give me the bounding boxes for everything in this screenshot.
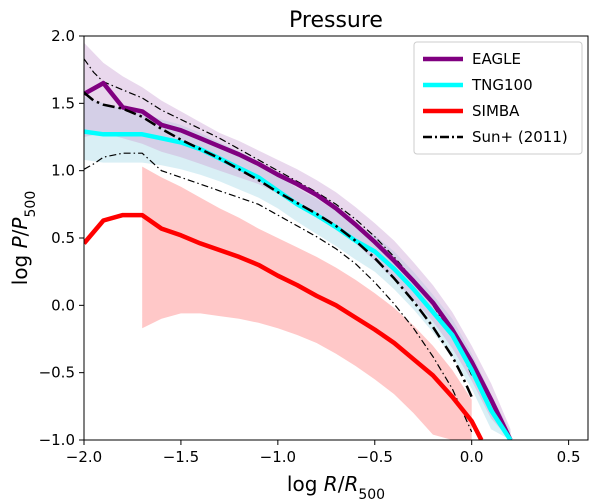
axis-label-part: P	[8, 217, 32, 230]
legend-box	[413, 41, 583, 155]
axis-label-part: R	[324, 472, 338, 496]
axis-label-part: P	[8, 235, 32, 248]
y-axis-label: log P/P500	[8, 191, 39, 285]
axis-label-part: 500	[23, 191, 39, 218]
x-tick-label: −2.0	[66, 448, 102, 466]
legend-label-eagle: EAGLE	[472, 50, 521, 68]
x-tick-label: 0.5	[557, 448, 581, 466]
legend-label-tng100: TNG100	[471, 76, 533, 94]
x-tick-label: −0.5	[357, 448, 393, 466]
y-tick-label: 0.5	[51, 229, 75, 247]
sun2011-median-line	[84, 91, 473, 398]
y-tick-label: 0.0	[51, 296, 75, 314]
eagle-band	[84, 42, 511, 440]
axes: −2.0 −1.5 −1.0 −0.5 0.0 0.5 −1.0 −0.5 0.0 0.5 1.0 1…	[8, 27, 589, 500]
axis-label-part: 500	[358, 487, 385, 500]
legend-label-simba: SIMBA	[472, 102, 520, 120]
tng100-band	[84, 96, 511, 440]
x-tick-label: −1.5	[163, 448, 199, 466]
legend-label-sun-2011: Sun+ (2011)	[472, 128, 568, 146]
y-tick-label: −1.0	[39, 431, 75, 449]
y-tick-label: 1.5	[51, 94, 75, 112]
x-axis-label: log R/R500	[287, 472, 385, 500]
y-tick-label: 1.0	[51, 162, 75, 180]
axis-label-part: R	[344, 472, 358, 496]
plot-area	[84, 42, 513, 440]
simba-band	[142, 166, 472, 440]
simba-line	[84, 212, 484, 440]
x-tick-label: 0.0	[460, 448, 484, 466]
axis-label-part: /	[338, 472, 345, 496]
x-tick-label: −1.0	[260, 448, 296, 466]
axis-label-part: log	[8, 248, 32, 285]
eagle-line	[84, 80, 513, 440]
axis-label-part: log	[287, 472, 324, 496]
y-tick-label: −0.5	[39, 364, 75, 382]
chart-title: Pressure	[289, 8, 383, 33]
axis-label-part: /	[8, 229, 32, 236]
legend: EAGLE TNG100 SIMBA Sun+ (2011)	[413, 41, 583, 155]
y-tick-label: 2.0	[51, 27, 75, 45]
